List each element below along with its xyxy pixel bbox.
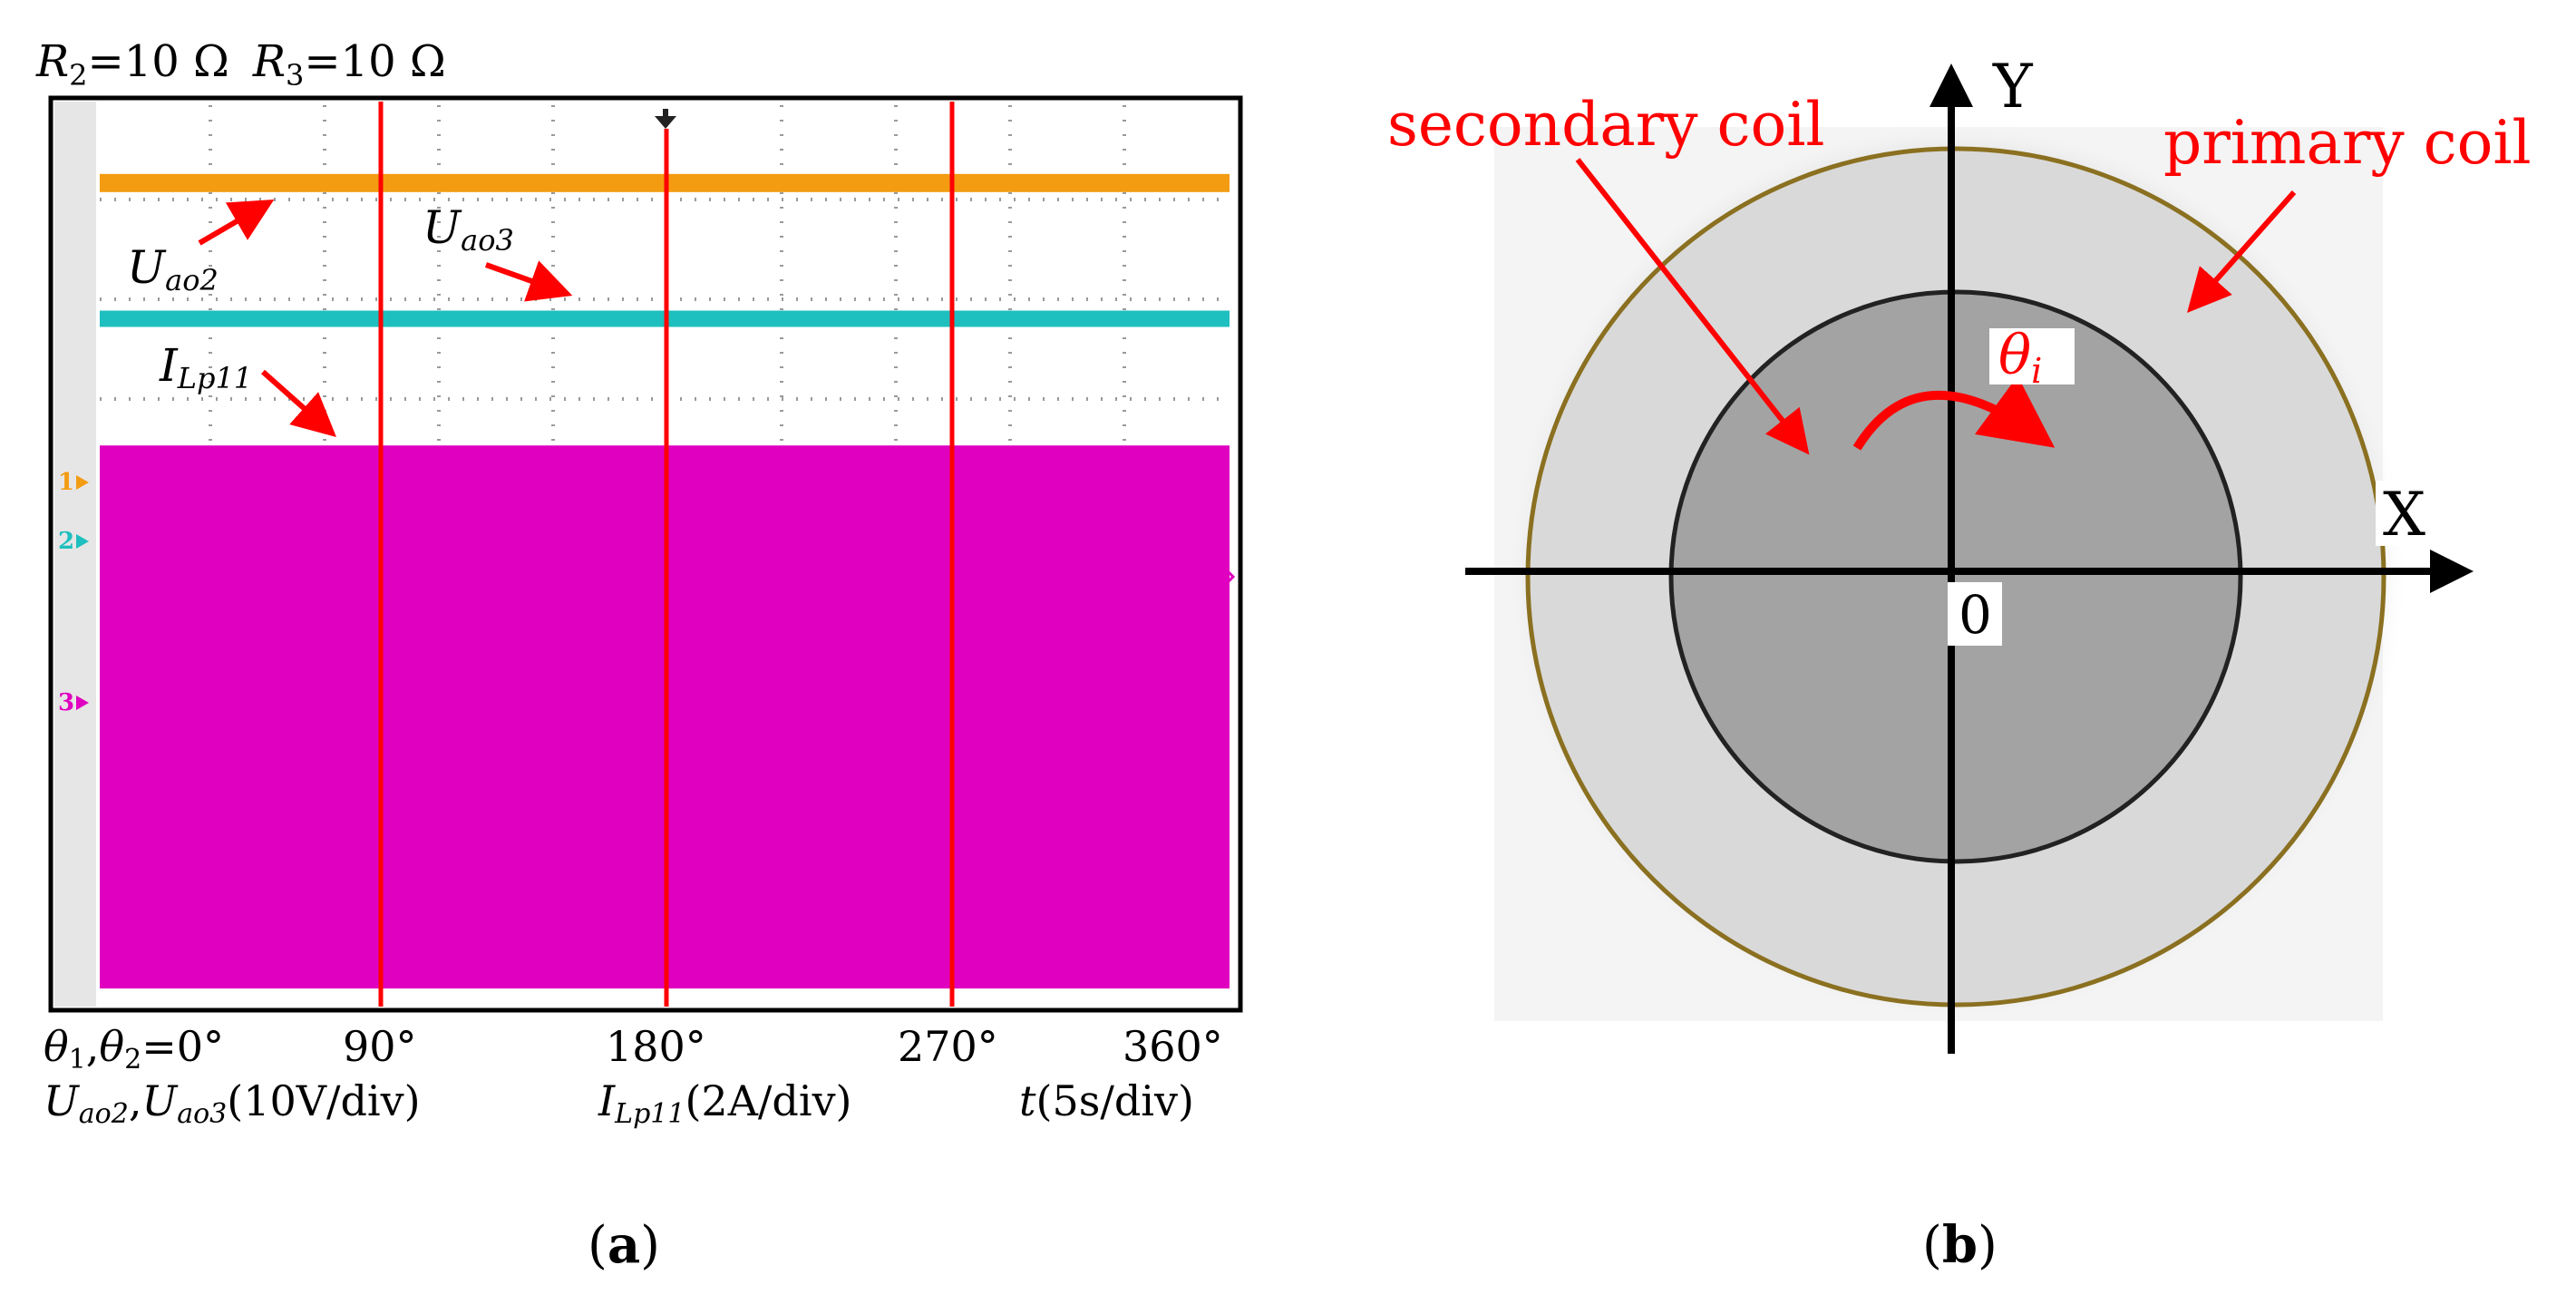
secondary-coil-label: secondary coil: [1387, 90, 1824, 160]
caption-a: (a): [588, 1215, 660, 1275]
angle-tick-270: 270°: [898, 1022, 998, 1071]
channel-marker-3-arrow: [76, 696, 89, 710]
arrow-ilp11: [261, 369, 336, 437]
primary-coil-label: primary coil: [2163, 108, 2532, 178]
trigger-marker-stem: [663, 109, 668, 118]
angle-tick-360: 360°: [1123, 1022, 1223, 1071]
angle-tick-90: 90°: [343, 1022, 417, 1071]
time-scale-label: t(5s/div): [1019, 1076, 1194, 1125]
arrow-primary-coil: [2187, 190, 2297, 313]
trigger-marker: [655, 116, 676, 129]
arrow-uao2: [198, 199, 275, 246]
theta-label-bg: [1989, 328, 2075, 384]
label-uao2: Uao2: [127, 241, 219, 297]
label-uao3: Uao3: [423, 201, 514, 258]
voltage-scale-label: Uao2,Uao3(10V/div): [44, 1076, 421, 1130]
r-header: R2=10 Ω R3=10 Ω: [35, 36, 446, 92]
arrow-secondary-coil: [1575, 158, 1810, 455]
x-axis-label: X: [2383, 480, 2425, 550]
channel-marker-1-arrow: [76, 475, 89, 490]
rotation-arc: [1852, 375, 2056, 451]
caption-b: (b): [1922, 1215, 1998, 1275]
current-scale-label: ILp11(2A/div): [598, 1076, 852, 1130]
label-ilp11: ILp11: [159, 339, 252, 395]
secondary-coil-disk: [1668, 289, 2243, 864]
channel-marker-3: 3: [58, 689, 74, 716]
y-axis-label: Y: [1992, 52, 2034, 122]
channel-marker-1: 1: [58, 469, 74, 496]
panel-a: R2=10 Ω R3=10 Ω: [35, 36, 1243, 1275]
theta-label: θi: [1998, 324, 2042, 391]
angle-tick-180: 180°: [606, 1022, 706, 1071]
arrow-uao3: [484, 260, 573, 302]
x-label-bg: [2376, 481, 2441, 546]
scope-left-strip: [54, 102, 96, 1007]
origin-label: 0: [1959, 584, 1992, 646]
trigger-level-marker: [1208, 568, 1236, 586]
angle-start-label: θ1,θ2=0°: [44, 1022, 224, 1076]
channel-marker-2-arrow: [76, 534, 89, 549]
panel-b: Y X 0 secondary coil primary coil θi (b): [1387, 52, 2532, 1275]
origin-label-bg: [1948, 582, 2002, 646]
channel-marker-2: 2: [58, 528, 74, 555]
